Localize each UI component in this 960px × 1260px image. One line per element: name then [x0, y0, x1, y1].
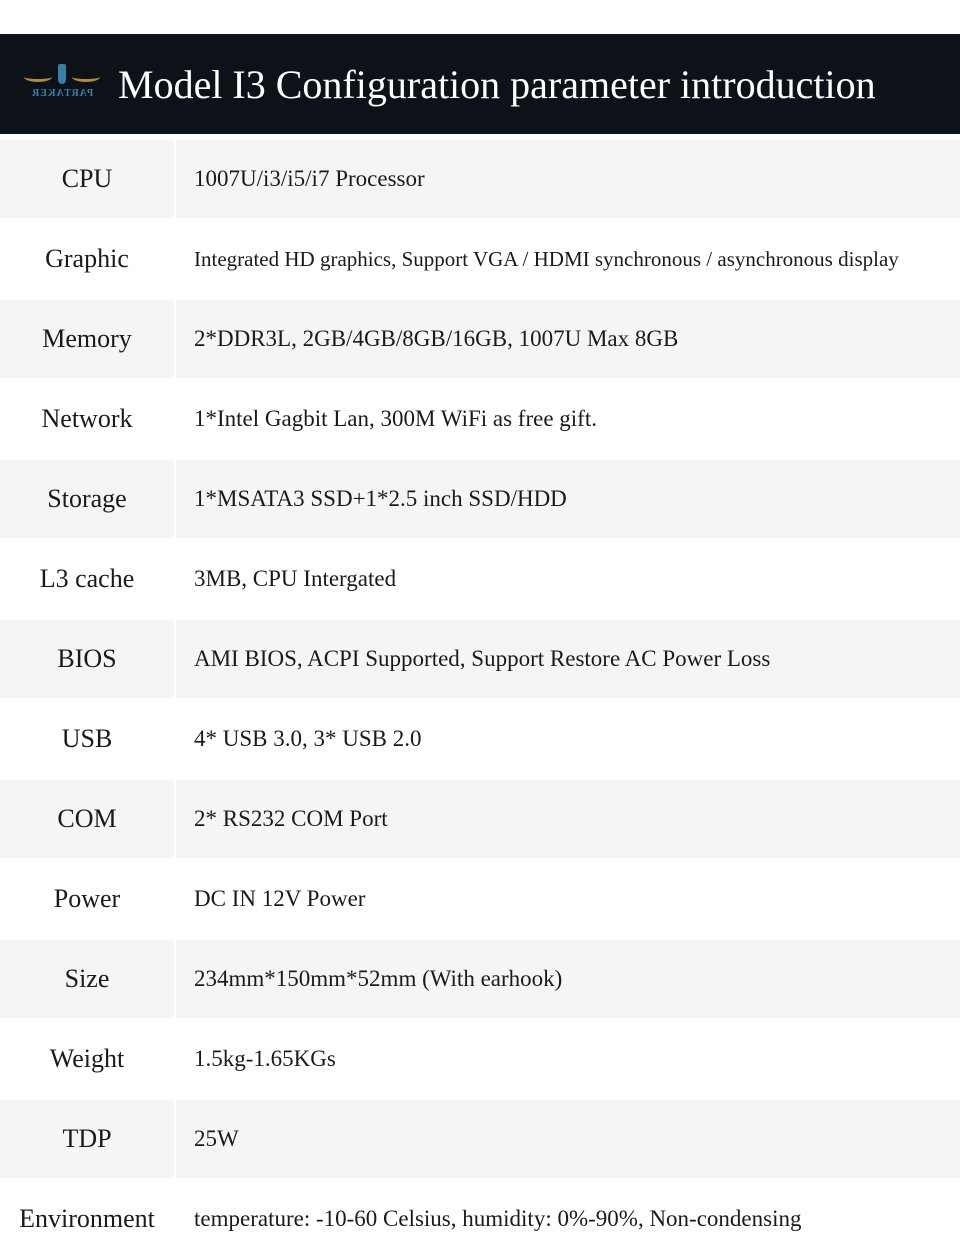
spec-value: 1.5kg-1.65KGs	[176, 1020, 960, 1098]
spec-value: 1*Intel Gagbit Lan, 300M WiFi as free gi…	[176, 380, 960, 458]
spec-value: temperature: -10-60 Celsius, humidity: 0…	[176, 1180, 960, 1258]
spec-value: Integrated HD graphics, Support VGA / HD…	[176, 220, 960, 298]
spec-value: 4* USB 3.0, 3* USB 2.0	[176, 700, 960, 778]
table-row: GraphicIntegrated HD graphics, Support V…	[0, 220, 960, 300]
logo-bottle-icon	[58, 64, 66, 84]
spec-value: AMI BIOS, ACPI Supported, Support Restor…	[176, 620, 960, 698]
table-row: TDP25W	[0, 1100, 960, 1180]
header-bar: PARTAKER Model I3 Configuration paramete…	[0, 34, 960, 134]
page-title: Model I3 Configuration parameter introdu…	[118, 61, 876, 108]
spec-value: 234mm*150mm*52mm (With earhook)	[176, 940, 960, 1018]
spec-value: 2*DDR3L, 2GB/4GB/8GB/16GB, 1007U Max 8GB	[176, 300, 960, 378]
spec-label: Network	[0, 380, 176, 458]
table-row: BIOSAMI BIOS, ACPI Supported, Support Re…	[0, 620, 960, 700]
table-row: USB4* USB 3.0, 3* USB 2.0	[0, 700, 960, 780]
spec-label: Weight	[0, 1020, 176, 1098]
logo-curve-right-icon	[72, 72, 100, 82]
spec-label: Size	[0, 940, 176, 1018]
spec-value: 1*MSATA3 SSD+1*2.5 inch SSD/HDD	[176, 460, 960, 538]
spec-table: CPU1007U/i3/i5/i7 ProcessorGraphicIntegr…	[0, 140, 960, 1260]
spec-value: DC IN 12V Power	[176, 860, 960, 938]
spec-label: TDP	[0, 1100, 176, 1178]
spec-value: 2* RS232 COM Port	[176, 780, 960, 858]
table-row: Environmenttemperature: -10-60 Celsius, …	[0, 1180, 960, 1260]
logo-curve-left-icon	[24, 72, 52, 82]
table-row: Weight1.5kg-1.65KGs	[0, 1020, 960, 1100]
spec-label: CPU	[0, 140, 176, 218]
table-row: Memory2*DDR3L, 2GB/4GB/8GB/16GB, 1007U M…	[0, 300, 960, 380]
table-row: L3 cache3MB, CPU Intergated	[0, 540, 960, 620]
logo-graphic	[24, 70, 100, 84]
table-row: CPU1007U/i3/i5/i7 Processor	[0, 140, 960, 220]
spec-value: 25W	[176, 1100, 960, 1178]
spec-label: Graphic	[0, 220, 176, 298]
table-row: Storage1*MSATA3 SSD+1*2.5 inch SSD/HDD	[0, 460, 960, 540]
logo-text: PARTAKER	[31, 88, 93, 99]
spec-label: Environment	[0, 1180, 176, 1258]
table-row: Size234mm*150mm*52mm (With earhook)	[0, 940, 960, 1020]
table-row: Network1*Intel Gagbit Lan, 300M WiFi as …	[0, 380, 960, 460]
brand-logo: PARTAKER	[14, 54, 110, 114]
spec-label: Power	[0, 860, 176, 938]
spec-label: Memory	[0, 300, 176, 378]
spec-label: USB	[0, 700, 176, 778]
spec-value: 1007U/i3/i5/i7 Processor	[176, 140, 960, 218]
table-row: PowerDC IN 12V Power	[0, 860, 960, 940]
spec-label: BIOS	[0, 620, 176, 698]
spec-label: Storage	[0, 460, 176, 538]
spec-value: 3MB, CPU Intergated	[176, 540, 960, 618]
spec-label: COM	[0, 780, 176, 858]
spec-label: L3 cache	[0, 540, 176, 618]
table-row: COM2* RS232 COM Port	[0, 780, 960, 860]
